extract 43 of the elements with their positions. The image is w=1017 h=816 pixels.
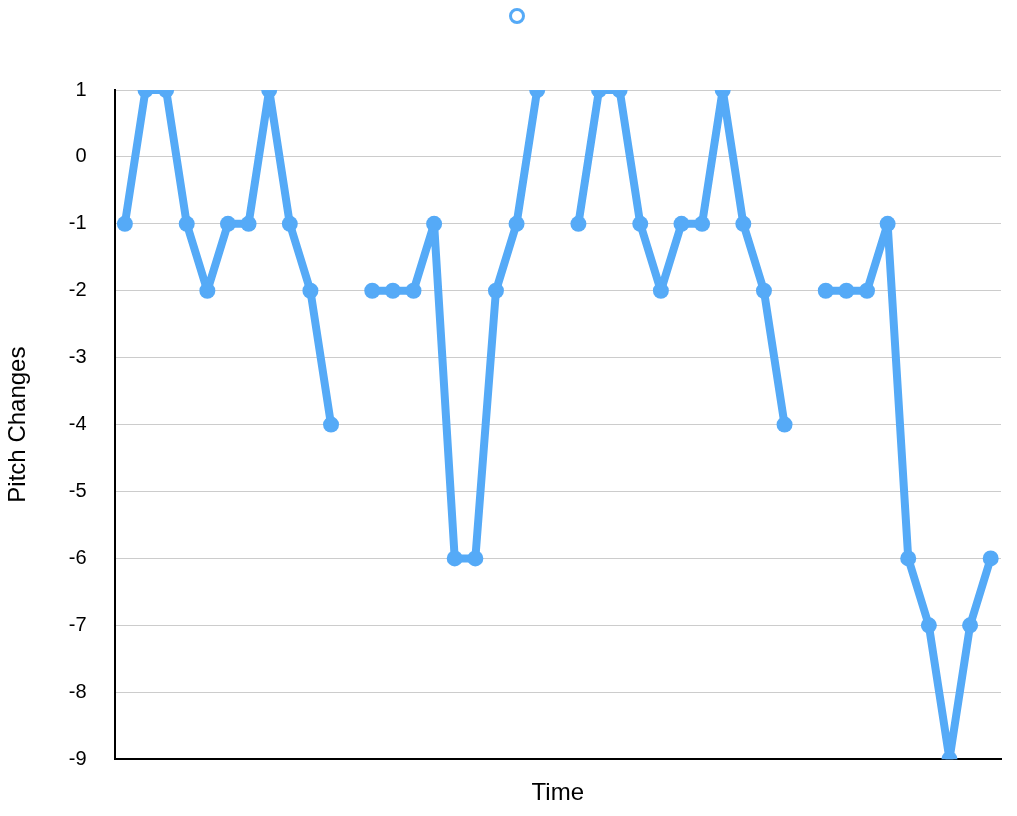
point: [755, 282, 772, 299]
y-tick-label: -3: [68, 345, 87, 368]
point: [281, 215, 298, 232]
point: [323, 416, 340, 433]
y-tick-label: -8: [68, 679, 87, 702]
y-axis-title: Pitch Changes: [3, 346, 31, 503]
point: [694, 215, 711, 232]
point: [632, 215, 649, 232]
point: [384, 282, 401, 299]
point: [920, 617, 937, 634]
point: [982, 550, 999, 567]
point: [900, 550, 917, 567]
point: [178, 215, 195, 232]
point: [219, 215, 236, 232]
point: [467, 550, 484, 567]
point: [673, 215, 690, 232]
y-tick-label: -2: [68, 278, 87, 301]
point: [508, 215, 525, 232]
point: [487, 282, 504, 299]
point: [962, 617, 979, 634]
point: [817, 282, 834, 299]
y-tick-label: -9: [68, 746, 87, 769]
y-tick-label: -6: [68, 545, 87, 568]
point: [405, 282, 422, 299]
point: [735, 215, 752, 232]
x-axis-title: Time: [531, 778, 585, 806]
point: [426, 215, 443, 232]
point: [879, 215, 896, 232]
y-tick-label: 0: [75, 144, 87, 167]
point: [446, 550, 463, 567]
point: [859, 282, 876, 299]
point: [776, 416, 793, 433]
point: [838, 282, 855, 299]
point: [364, 282, 381, 299]
y-tick-label: -7: [68, 612, 87, 635]
y-tick-label: -5: [68, 479, 87, 502]
point: [240, 215, 257, 232]
y-tick-label: -4: [68, 412, 87, 435]
y-tick-label: 1: [75, 77, 87, 100]
y-tick-label: -1: [68, 211, 87, 234]
point: [302, 282, 319, 299]
point: [570, 215, 587, 232]
point: [116, 215, 133, 232]
